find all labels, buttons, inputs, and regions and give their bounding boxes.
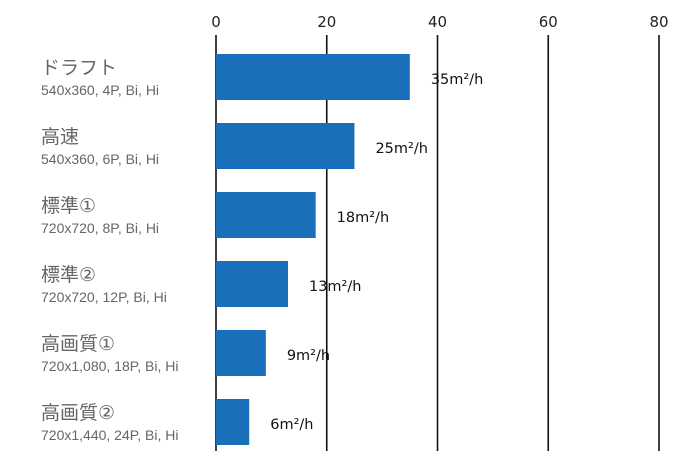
bar-2 <box>216 123 355 169</box>
bar-3 <box>216 192 316 238</box>
category-name-3: 標準① <box>41 195 96 217</box>
value-label-2: 25m²/h <box>375 141 427 157</box>
tick-label-80: 80 <box>649 13 668 31</box>
bar-6 <box>216 399 250 445</box>
category-detail-2: 540x360, 6P, Bi, Hi <box>41 151 159 167</box>
tick-label-40: 40 <box>428 13 447 31</box>
tick-label-60: 60 <box>539 13 558 31</box>
bars <box>216 54 410 445</box>
value-label-4: 13m²/h <box>309 279 361 295</box>
category-detail-4: 720x720, 12P, Bi, Hi <box>41 289 167 305</box>
value-label-5: 9m²/h <box>287 348 330 364</box>
value-label-1: 35m²/h <box>431 72 483 88</box>
gridlines <box>215 35 660 451</box>
value-labels: 35m²/h 25m²/h 18m²/h 13m²/h 9m²/h 6m²/h <box>270 72 483 433</box>
value-label-6: 6m²/h <box>270 417 313 433</box>
bar-1 <box>216 54 410 100</box>
category-detail-6: 720x1,440, 24P, Bi, Hi <box>41 427 179 443</box>
category-detail-5: 720x1,080, 18P, Bi, Hi <box>41 358 179 374</box>
category-detail-3: 720x720, 8P, Bi, Hi <box>41 220 159 236</box>
tick-label-20: 20 <box>317 13 336 31</box>
category-name-4: 標準② <box>41 264 96 286</box>
bar-5 <box>216 330 266 376</box>
category-name-5: 高画質① <box>41 333 115 355</box>
category-name-6: 高画質② <box>41 402 115 424</box>
category-labels: ドラフト 540x360, 4P, Bi, Hi 高速 540x360, 6P, Bi… <box>41 57 179 443</box>
tick-labels: 0 20 40 60 80 <box>211 13 668 31</box>
value-label-3: 18m²/h <box>337 210 389 226</box>
category-name-1: ドラフト <box>41 57 117 79</box>
bar-4 <box>216 261 288 307</box>
category-detail-1: 540x360, 4P, Bi, Hi <box>41 82 159 98</box>
tick-label-0: 0 <box>211 13 221 31</box>
category-name-2: 高速 <box>41 126 79 148</box>
